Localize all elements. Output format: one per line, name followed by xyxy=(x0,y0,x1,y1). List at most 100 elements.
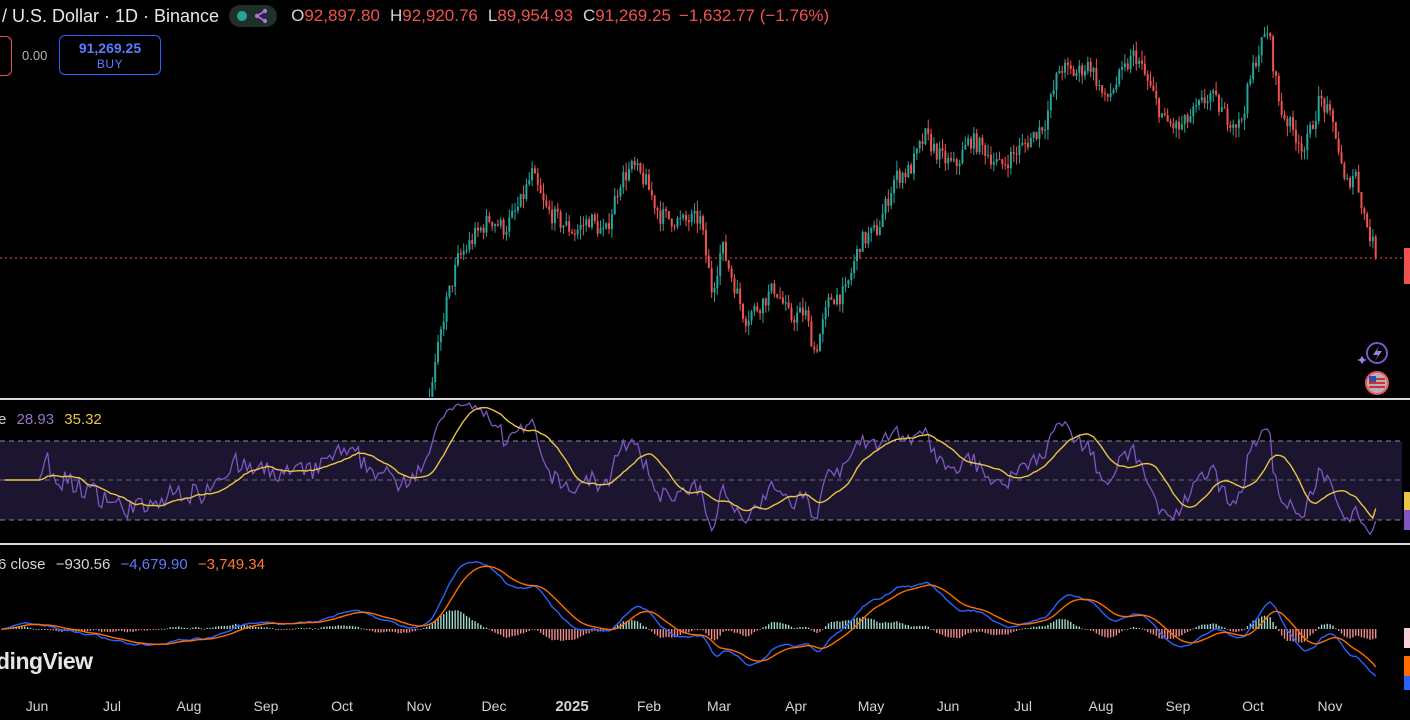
macd-hist-bar xyxy=(254,626,257,629)
macd-hist-bar xyxy=(140,629,143,630)
macd-hist-bar xyxy=(1218,625,1220,629)
macd-hist-bar xyxy=(1078,626,1080,629)
symbol-title[interactable]: / U.S. Dollar · 1D · Binance xyxy=(2,5,220,26)
macd-hist-bar xyxy=(448,610,451,629)
tradingview-watermark[interactable]: dingView xyxy=(0,648,93,674)
candle-body xyxy=(485,215,488,233)
macd-hist-bar xyxy=(52,629,54,631)
candle-body xyxy=(818,334,821,352)
macd-hist-bar xyxy=(805,626,807,629)
macd-hist-bar xyxy=(260,626,263,629)
candle-body xyxy=(750,311,753,321)
macd-hist-bar xyxy=(588,629,590,634)
macd-hist-bar xyxy=(58,629,60,632)
macd-hist-bar xyxy=(18,626,20,629)
candle-body xyxy=(1141,60,1143,64)
market-status-pill[interactable] xyxy=(229,5,278,27)
macd-hist-bar xyxy=(1007,629,1009,635)
macd-hist-bar xyxy=(1101,629,1103,637)
candle-body xyxy=(813,346,816,350)
macd-hist-bar xyxy=(474,621,476,629)
macd-hist-bar xyxy=(691,629,693,632)
candle-body xyxy=(836,294,839,305)
candle-body xyxy=(1186,115,1189,123)
sell-button[interactable] xyxy=(0,36,12,76)
candle-body xyxy=(605,223,608,229)
macd-hist-bar xyxy=(571,629,573,640)
macd-hist-bar xyxy=(166,628,168,630)
macd-hist-bar xyxy=(859,617,861,629)
candle-body xyxy=(1015,153,1018,155)
candle-body xyxy=(442,321,445,330)
macd-hist-bar xyxy=(1186,629,1189,633)
macd-hist-bar xyxy=(557,629,559,640)
macd-hist-bar xyxy=(1275,625,1277,629)
macd-hist-bar xyxy=(417,629,419,630)
x-tick-label: Mar xyxy=(706,698,732,714)
candle-body xyxy=(767,291,770,306)
macd-hist-bar xyxy=(796,627,798,629)
ohlc-high: H92,920.76 xyxy=(389,6,478,25)
candle-body xyxy=(1086,61,1089,72)
macd-hist-bar xyxy=(175,626,177,629)
x-tick-label: Aug xyxy=(176,698,202,714)
macd-hist-bar xyxy=(414,629,416,632)
candle-body xyxy=(941,148,944,151)
macd-hist-bar xyxy=(961,629,964,637)
pane-separator-macd[interactable] xyxy=(0,543,1410,545)
macd-hist-bar xyxy=(531,629,533,630)
candle-body xyxy=(1101,85,1104,93)
time-axis[interactable]: Jun Jul Aug Sep Oct Nov Dec 2025 Feb Mar Apr May Jun… xyxy=(0,696,1410,720)
macd-hist-bar xyxy=(1115,629,1118,636)
macd-hist-bar xyxy=(423,628,425,629)
candle-body xyxy=(1092,67,1095,72)
macd-hist-bar xyxy=(1249,623,1251,629)
macd-hist-bar xyxy=(243,624,245,629)
candle-body xyxy=(810,321,813,347)
candle-body xyxy=(1024,142,1027,144)
macd-hist-bar xyxy=(1201,624,1203,629)
candle-body xyxy=(682,214,685,219)
macd-hist-bar xyxy=(1372,629,1374,640)
ai-lightning-icon[interactable] xyxy=(1357,342,1388,364)
rsi-band-background xyxy=(0,441,1402,520)
candle-body xyxy=(858,248,861,252)
candle-body xyxy=(1160,113,1163,118)
macd-hist-bar xyxy=(1329,624,1331,629)
macd-hist-bar xyxy=(374,629,377,633)
candle-body xyxy=(687,220,690,223)
macd-hist-bar xyxy=(577,629,579,639)
candle-body xyxy=(628,168,630,181)
macd-hist-bar xyxy=(354,626,357,629)
candle-body xyxy=(1027,143,1029,148)
x-tick-label: Jul xyxy=(103,698,121,714)
macd-hist-bar xyxy=(1263,615,1266,629)
macd-hist-bar xyxy=(32,628,35,630)
pane-separator-rsi[interactable] xyxy=(0,398,1410,400)
candle-body xyxy=(821,319,824,335)
macd-hist-bar xyxy=(844,620,847,629)
macd-hist-bar xyxy=(485,627,488,629)
candle-body xyxy=(568,221,571,232)
us-flag-icon[interactable] xyxy=(1365,371,1389,395)
candle-body xyxy=(1123,63,1126,68)
macd-hist-bar xyxy=(55,629,57,632)
candle-body xyxy=(736,288,739,294)
candle-body xyxy=(1351,175,1354,188)
buy-button[interactable]: 91,269.25 BUY xyxy=(59,35,161,75)
macd-hist-bar xyxy=(585,629,587,634)
macd-hist-bar xyxy=(240,625,243,629)
macd-hist-bar xyxy=(708,629,710,636)
macd-hist-bar xyxy=(984,629,986,633)
candle-body xyxy=(1129,55,1132,70)
macd-hist-bar xyxy=(614,626,616,629)
macd-hist-bar xyxy=(505,629,508,638)
macd-hist-bar xyxy=(776,622,778,629)
candle-body xyxy=(519,194,522,207)
candle-body xyxy=(981,137,984,146)
macd-hist-bar xyxy=(616,624,619,629)
macd-hist-bar xyxy=(482,627,485,629)
macd-hist-bar xyxy=(978,629,981,632)
macd-hist-bar xyxy=(86,629,89,632)
